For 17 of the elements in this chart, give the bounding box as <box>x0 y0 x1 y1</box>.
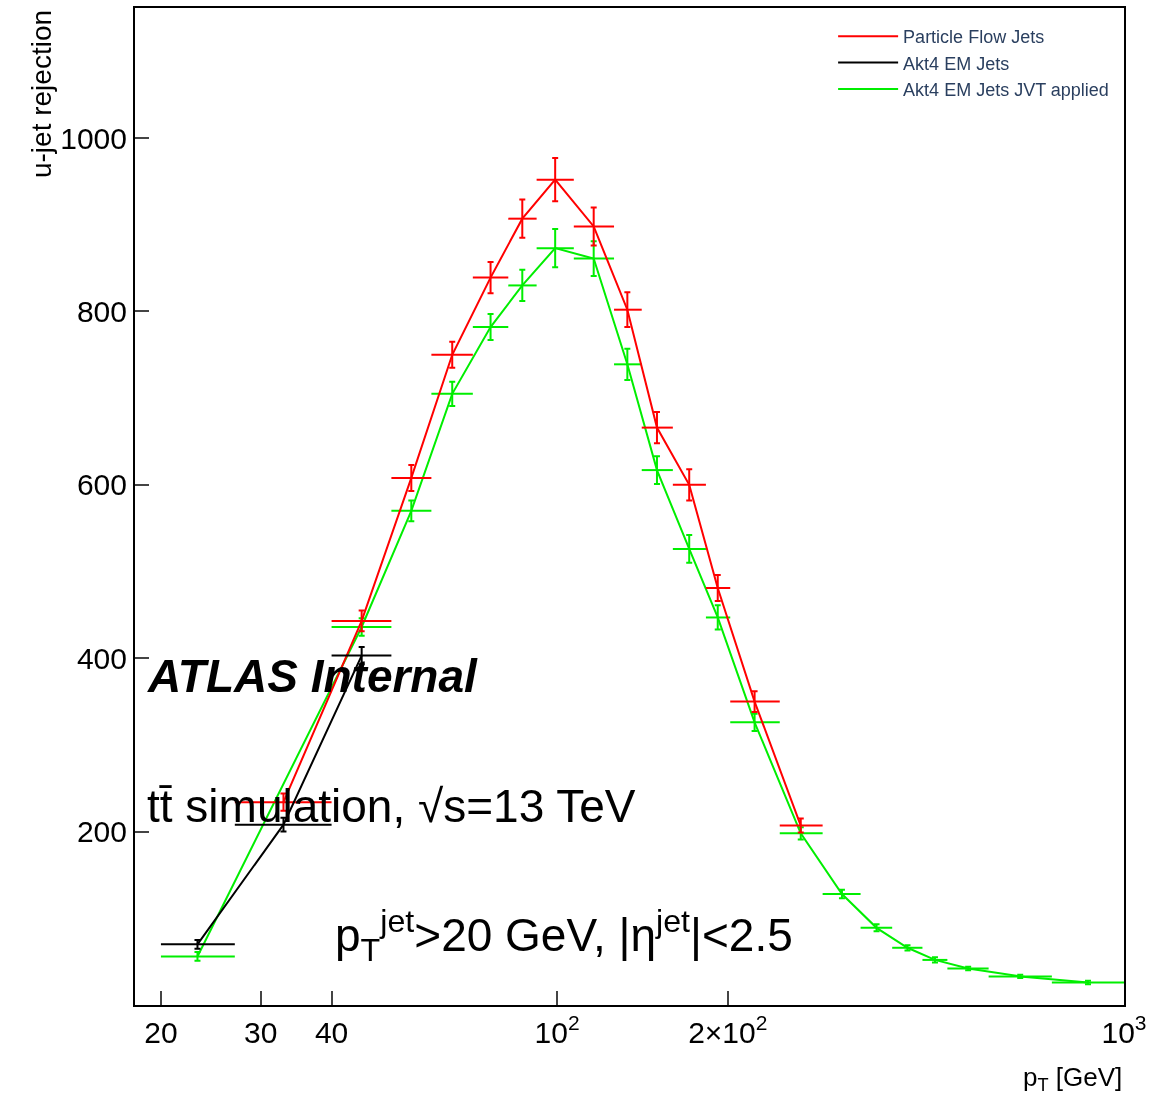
y-tick-label: 1000 <box>60 121 127 155</box>
x-tick-label: 40 <box>314 1016 349 1049</box>
annotation: p$_{T}$$^{jet}$>20 GeV, |η$^{jet}$|<2.5 <box>335 903 793 968</box>
legend-label: Akt4 EM Jets <box>903 53 1010 74</box>
y-tick-label: 200 <box>76 815 127 849</box>
y-tick-label: 800 <box>76 294 127 328</box>
y-tick-label: 600 <box>76 468 127 502</box>
x-tick-label: 30 <box>244 1016 278 1049</box>
legend-label: Particle Flow Jets <box>903 27 1045 48</box>
x-tick-label: 10$^{3}$ <box>1101 1011 1147 1049</box>
legend-label: Akt4 EM Jets JVT applied <box>903 79 1109 100</box>
x-tick-label: 20 <box>144 1016 178 1049</box>
x-tick-label: 10$^{2}$ <box>534 1011 580 1049</box>
y-axis-title: u-jet rejection <box>26 9 58 179</box>
y-tick-label: 400 <box>76 641 127 675</box>
x-axis-title: p$_{T}$ [GeV] <box>1023 1062 1123 1096</box>
x-tick-label: 2×10$^{2}$ <box>688 1011 768 1049</box>
